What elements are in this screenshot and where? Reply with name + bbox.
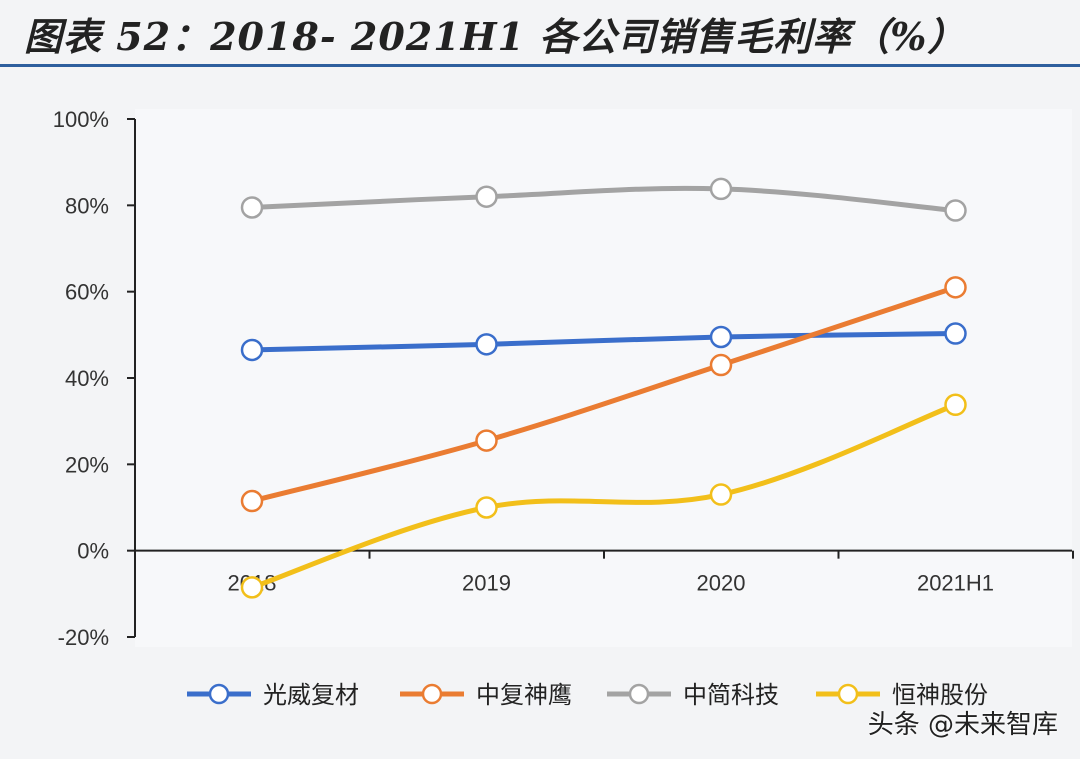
y-tick-label: 80%	[65, 193, 109, 218]
legend-item-4: 恒神股份	[816, 681, 988, 709]
series-line	[249, 185, 958, 214]
data-point	[475, 429, 498, 452]
legend-label: 恒神股份	[892, 681, 988, 709]
series-4	[240, 393, 967, 599]
chart-title: 图表 52：2018- 2021H1 各公司销售毛利率（%）	[24, 14, 967, 59]
data-point	[475, 496, 498, 519]
title-divider	[0, 64, 1080, 67]
y-tick-label: 100%	[53, 107, 109, 132]
data-point	[944, 199, 967, 222]
data-point	[944, 393, 967, 417]
series-line	[249, 331, 958, 353]
data-point	[240, 196, 264, 219]
series-1	[240, 322, 967, 362]
legend-marker	[208, 683, 230, 705]
y-tick-label: 20%	[65, 452, 109, 477]
axes-layer: -20%0%20%40%60%80%100%2018201920202021H1	[53, 107, 1074, 650]
data-point	[709, 325, 733, 349]
series-layer	[240, 177, 967, 599]
y-tick-label: 60%	[65, 280, 109, 305]
legend-item-1: 光威复材	[187, 681, 359, 709]
data-point	[944, 276, 967, 299]
series-2	[240, 276, 967, 513]
data-point	[475, 333, 498, 356]
series-3	[240, 177, 967, 222]
y-tick-label: -20%	[58, 625, 109, 650]
x-tick-label: 2019	[462, 571, 511, 596]
data-point	[709, 483, 733, 506]
x-tick-label: 2021H1	[917, 571, 994, 596]
y-tick-label: 0%	[77, 539, 109, 564]
legend-marker	[421, 683, 443, 705]
data-point	[240, 489, 264, 513]
legend-marker	[628, 683, 650, 705]
series-line	[249, 284, 958, 504]
legend-marker	[837, 683, 859, 705]
legend-item-2: 中复神鹰	[400, 681, 572, 709]
y-tick-label: 40%	[65, 366, 109, 391]
data-point	[944, 322, 967, 345]
data-point	[709, 177, 733, 201]
legend-label: 中简科技	[683, 681, 779, 709]
data-point	[475, 185, 498, 208]
x-tick-label: 2020	[697, 571, 746, 596]
legend-label: 光威复材	[263, 681, 359, 709]
data-point	[240, 576, 264, 599]
watermark: 头条 @未来智库	[867, 710, 1058, 740]
data-point	[240, 338, 264, 362]
legend-label: 中复神鹰	[476, 681, 572, 709]
legend: 光威复材 中复神鹰 中简科技 恒神股份	[187, 681, 988, 709]
series-line	[249, 402, 958, 590]
data-point	[709, 353, 733, 377]
legend-item-3: 中简科技	[607, 681, 779, 709]
